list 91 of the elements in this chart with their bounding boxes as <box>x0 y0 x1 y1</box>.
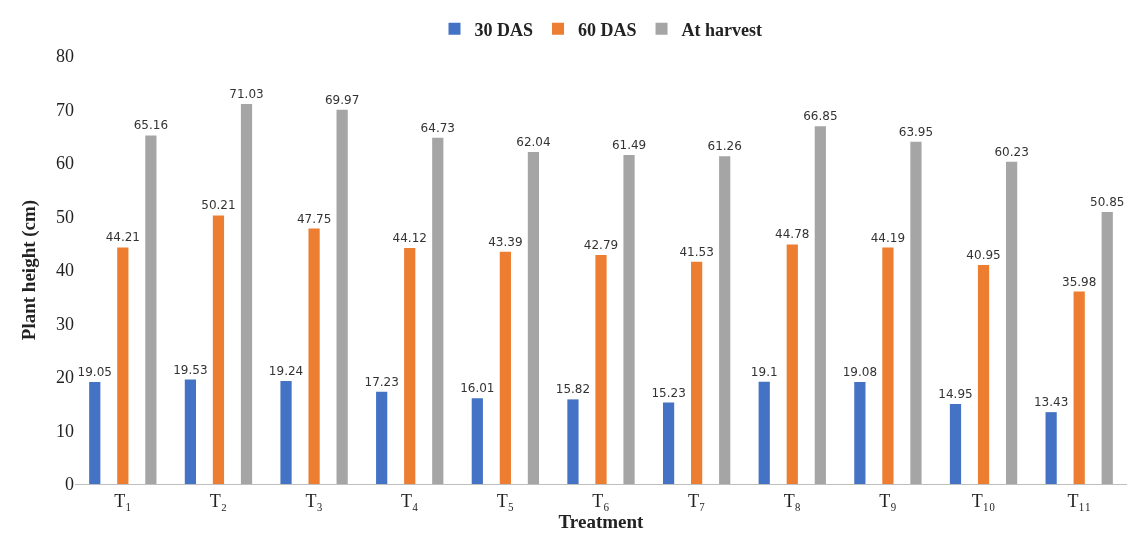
data-label: 40.95 <box>966 247 1001 262</box>
data-label: 62.04 <box>516 135 551 150</box>
bar <box>240 103 253 484</box>
x-tick-label: T₉ <box>879 490 897 511</box>
data-label: 61.49 <box>611 138 647 153</box>
y-axis-title: Plant height (cm) <box>17 199 40 341</box>
bar <box>1101 211 1113 484</box>
bar <box>280 381 292 484</box>
bar <box>854 381 866 484</box>
data-label: 19.05 <box>77 365 112 380</box>
bar <box>949 404 962 484</box>
bar <box>910 141 922 484</box>
bar <box>184 379 197 484</box>
bar <box>691 261 703 484</box>
bar <box>89 382 101 484</box>
x-tick-label: T₂ <box>209 490 228 511</box>
data-label: 44.19 <box>870 230 906 245</box>
bar <box>719 156 731 484</box>
y-tick-label: 70 <box>56 99 74 120</box>
data-label: 14.95 <box>938 387 973 402</box>
y-tick-label: 30 <box>56 313 74 334</box>
y-tick-label: 60 <box>56 153 74 174</box>
bar <box>212 215 225 484</box>
bar <box>567 399 579 484</box>
data-label: 19.53 <box>173 362 208 377</box>
x-tick-label: T₈ <box>783 490 801 511</box>
bar <box>814 126 826 484</box>
bar <box>336 109 348 484</box>
legend-label: 60 DAS <box>578 19 637 40</box>
data-label: 19.1 <box>750 364 778 379</box>
data-label: 15.23 <box>651 385 686 400</box>
data-label: 15.82 <box>555 382 591 397</box>
bar <box>786 244 798 484</box>
bar <box>595 255 607 484</box>
data-label: 35.98 <box>1062 274 1097 289</box>
bar <box>527 152 540 484</box>
data-label: 19.24 <box>268 364 304 379</box>
x-axis-title: Treatment <box>558 510 645 532</box>
data-label: 50.85 <box>1090 194 1125 209</box>
x-tick-label: T₆ <box>592 490 610 511</box>
x-tick-label: T₄ <box>401 490 419 511</box>
x-tick-label: T₅ <box>496 490 514 511</box>
data-label: 42.79 <box>583 238 619 253</box>
y-tick-label: 20 <box>56 367 74 388</box>
data-label: 44.78 <box>775 227 810 242</box>
bar <box>499 251 511 484</box>
x-tick-label: T₇ <box>688 490 706 511</box>
legend-label: At harvest <box>681 19 763 40</box>
data-label: 44.21 <box>105 230 140 245</box>
y-tick-label: 80 <box>56 46 74 67</box>
y-tick-label: 40 <box>56 260 74 281</box>
bar <box>471 398 483 484</box>
bar <box>1045 412 1057 484</box>
bar <box>882 247 894 484</box>
y-tick-label: 0 <box>65 474 74 495</box>
data-label: 63.95 <box>898 124 934 139</box>
bar <box>977 264 990 484</box>
data-label: 13.43 <box>1033 395 1069 410</box>
data-label: 47.75 <box>296 211 332 226</box>
bar <box>758 381 770 484</box>
bar <box>308 228 320 484</box>
bar <box>623 155 635 484</box>
data-label: 19.08 <box>842 364 878 379</box>
bar <box>662 402 675 484</box>
data-label: 69.97 <box>324 92 360 107</box>
data-label: 17.23 <box>364 374 399 389</box>
bar <box>1005 161 1018 484</box>
data-label: 71.03 <box>229 86 264 101</box>
data-label: 65.16 <box>133 118 169 133</box>
bar <box>432 137 444 484</box>
legend-label: 30 DAS <box>474 19 534 40</box>
data-label: 64.73 <box>420 120 455 135</box>
x-tick-label: T₁₀ <box>971 490 996 511</box>
data-label: 60.23 <box>994 144 1029 159</box>
bar <box>117 247 129 484</box>
data-label: 61.26 <box>707 139 742 154</box>
data-label: 44.12 <box>392 230 427 245</box>
bar <box>145 135 157 484</box>
bar <box>404 247 416 484</box>
bar <box>376 391 388 484</box>
y-tick-label: 10 <box>56 420 74 441</box>
x-tick-label: T₁₁ <box>1067 490 1091 511</box>
x-tick-label: T₃ <box>305 490 323 511</box>
y-tick-label: 50 <box>56 206 74 227</box>
data-label: 16.01 <box>460 381 495 396</box>
data-label: 66.85 <box>803 109 838 124</box>
data-label: 50.21 <box>201 198 236 213</box>
data-label: 41.53 <box>679 244 714 259</box>
x-tick-label: T₁ <box>114 490 132 511</box>
data-label: 43.39 <box>488 234 523 249</box>
bar <box>1073 291 1085 484</box>
